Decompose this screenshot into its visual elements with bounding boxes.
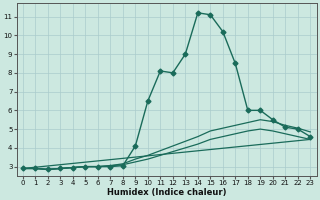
X-axis label: Humidex (Indice chaleur): Humidex (Indice chaleur) [107,188,226,197]
